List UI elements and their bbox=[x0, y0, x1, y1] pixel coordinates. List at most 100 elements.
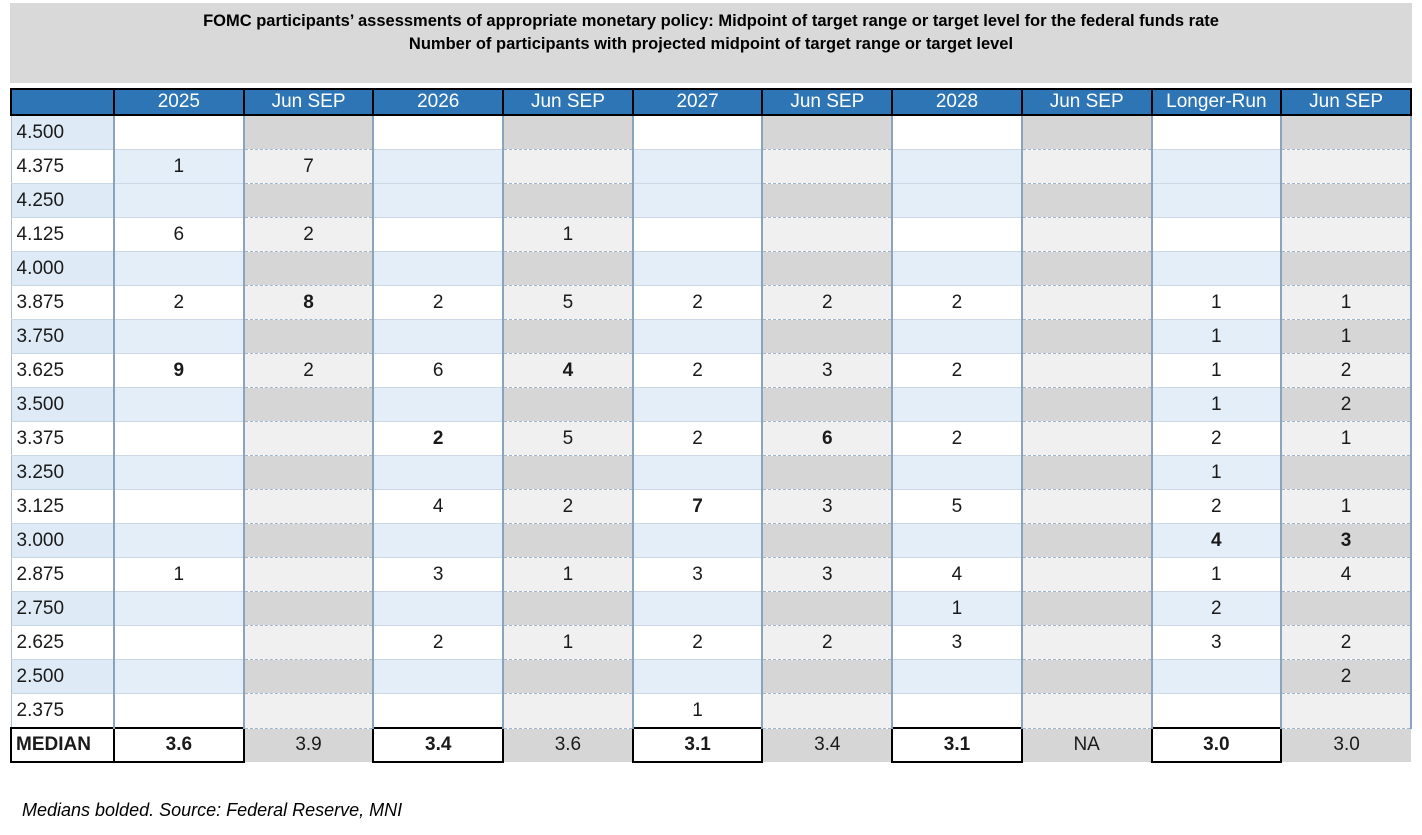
sep-count-cell bbox=[761, 387, 894, 422]
count-cell bbox=[372, 591, 505, 626]
count-cell: 2 bbox=[631, 353, 764, 388]
count-cell bbox=[1150, 659, 1283, 694]
sep-count-cell bbox=[242, 319, 375, 354]
count-cell bbox=[891, 115, 1023, 150]
sep-count-cell bbox=[1020, 421, 1153, 456]
count-cell bbox=[113, 421, 245, 456]
sep-count-cell: 8 bbox=[242, 285, 375, 320]
count-cell bbox=[891, 523, 1023, 558]
table-row: 2.500 2 bbox=[10, 659, 1412, 694]
count-cell: 2 bbox=[1150, 489, 1283, 524]
sep-count-cell bbox=[242, 251, 375, 286]
sep-count-cell bbox=[242, 523, 375, 558]
sep-count-cell bbox=[1020, 319, 1153, 354]
title-band: FOMC participants’ assessments of approp… bbox=[10, 3, 1412, 83]
col-header-jun-sep-2025: Jun SEP bbox=[242, 88, 375, 116]
table-row: 4.250 bbox=[10, 183, 1412, 218]
sep-count-cell bbox=[1280, 251, 1412, 286]
rate-label: 4.375 bbox=[10, 149, 115, 184]
sep-count-cell bbox=[502, 523, 634, 558]
sep-count-cell: 2 bbox=[1280, 625, 1412, 660]
title-line-2: Number of participants with projected mi… bbox=[408, 35, 1014, 53]
header-row: 2025 Jun SEP 2026 Jun SEP 2027 Jun SEP 2… bbox=[10, 88, 1412, 116]
median-cell: 3.6 bbox=[503, 727, 633, 762]
sep-count-cell bbox=[1020, 659, 1153, 694]
count-cell: 1 bbox=[891, 591, 1023, 626]
title-line-1: FOMC participants’ assessments of approp… bbox=[203, 12, 1219, 30]
rate-label: 4.250 bbox=[10, 183, 115, 218]
sep-count-cell bbox=[1020, 114, 1153, 150]
count-cell: 2 bbox=[631, 625, 764, 660]
count-cell bbox=[891, 217, 1023, 252]
sep-count-cell bbox=[1280, 693, 1412, 729]
col-header-2028: 2028 bbox=[891, 88, 1023, 116]
count-cell bbox=[631, 149, 764, 184]
count-cell: 1 bbox=[1150, 557, 1283, 592]
sep-count-cell bbox=[761, 591, 894, 626]
table-row: 4.000 bbox=[10, 251, 1412, 286]
col-header-2025: 2025 bbox=[113, 88, 245, 116]
rate-label: 2.500 bbox=[10, 659, 115, 694]
rate-label: 3.000 bbox=[10, 523, 115, 558]
count-cell bbox=[113, 489, 245, 524]
count-cell bbox=[891, 693, 1023, 729]
sep-count-cell: 2 bbox=[761, 285, 894, 320]
rate-label: 3.875 bbox=[10, 285, 115, 320]
count-cell: 2 bbox=[1150, 591, 1283, 626]
count-cell bbox=[113, 659, 245, 694]
rate-label: 3.125 bbox=[10, 489, 115, 524]
table-row: 3.750 1 1 bbox=[10, 319, 1412, 354]
footer-note: Medians bolded. Source: Federal Reserve,… bbox=[22, 800, 403, 820]
table-row: 4.500 bbox=[10, 114, 1412, 150]
count-cell bbox=[372, 251, 505, 286]
sep-count-cell bbox=[502, 591, 634, 626]
count-cell: 1 bbox=[1150, 353, 1283, 388]
count-cell bbox=[891, 455, 1023, 490]
sep-count-cell bbox=[761, 523, 894, 558]
count-cell bbox=[372, 523, 505, 558]
rate-label: 2.750 bbox=[10, 591, 115, 626]
count-cell bbox=[631, 251, 764, 286]
sep-count-cell bbox=[761, 114, 894, 150]
sep-count-cell: 2 bbox=[761, 625, 894, 660]
count-cell bbox=[1150, 217, 1283, 252]
table-row: 3.125 4 2 7 3 5 2 1 bbox=[10, 489, 1412, 524]
median-cell: 3.1 bbox=[631, 727, 764, 763]
sep-count-cell bbox=[1020, 251, 1153, 286]
count-cell: 4 bbox=[891, 557, 1023, 592]
count-cell bbox=[631, 659, 764, 694]
col-header-jun-sep-2026: Jun SEP bbox=[502, 88, 634, 116]
count-cell bbox=[631, 183, 764, 218]
count-cell bbox=[891, 319, 1023, 354]
count-cell bbox=[372, 387, 505, 422]
sep-count-cell bbox=[242, 421, 375, 456]
sep-count-cell: 1 bbox=[502, 217, 634, 252]
sep-count-cell: 5 bbox=[502, 285, 634, 320]
sep-count-cell bbox=[761, 149, 894, 184]
sep-count-cell: 3 bbox=[1280, 523, 1412, 558]
sep-count-cell bbox=[242, 625, 375, 660]
col-header-2026: 2026 bbox=[372, 88, 505, 116]
col-header-jun-sep-2028: Jun SEP bbox=[1020, 88, 1153, 116]
sep-count-cell bbox=[502, 659, 634, 694]
rate-label: 3.500 bbox=[10, 387, 115, 422]
table-row: 2.875 1 3 1 3 3 4 1 4 bbox=[10, 557, 1412, 592]
sep-count-cell: 1 bbox=[502, 625, 634, 660]
col-header-2027: 2027 bbox=[631, 88, 764, 116]
sep-count-cell bbox=[1020, 489, 1153, 524]
count-cell: 9 bbox=[113, 353, 245, 388]
sep-count-cell bbox=[761, 217, 894, 252]
sep-count-cell: 3 bbox=[761, 557, 894, 592]
rate-label: 2.375 bbox=[10, 693, 115, 729]
count-cell: 2 bbox=[891, 285, 1023, 320]
sep-count-cell bbox=[242, 455, 375, 490]
count-cell bbox=[113, 251, 245, 286]
sep-count-cell bbox=[502, 183, 634, 218]
count-cell bbox=[891, 251, 1023, 286]
sep-count-cell: 7 bbox=[242, 149, 375, 184]
count-cell: 1 bbox=[113, 557, 245, 592]
sep-count-cell bbox=[761, 183, 894, 218]
sep-count-cell: 2 bbox=[1280, 659, 1412, 694]
rate-label: 3.375 bbox=[10, 421, 115, 456]
sep-count-cell bbox=[1280, 217, 1412, 252]
